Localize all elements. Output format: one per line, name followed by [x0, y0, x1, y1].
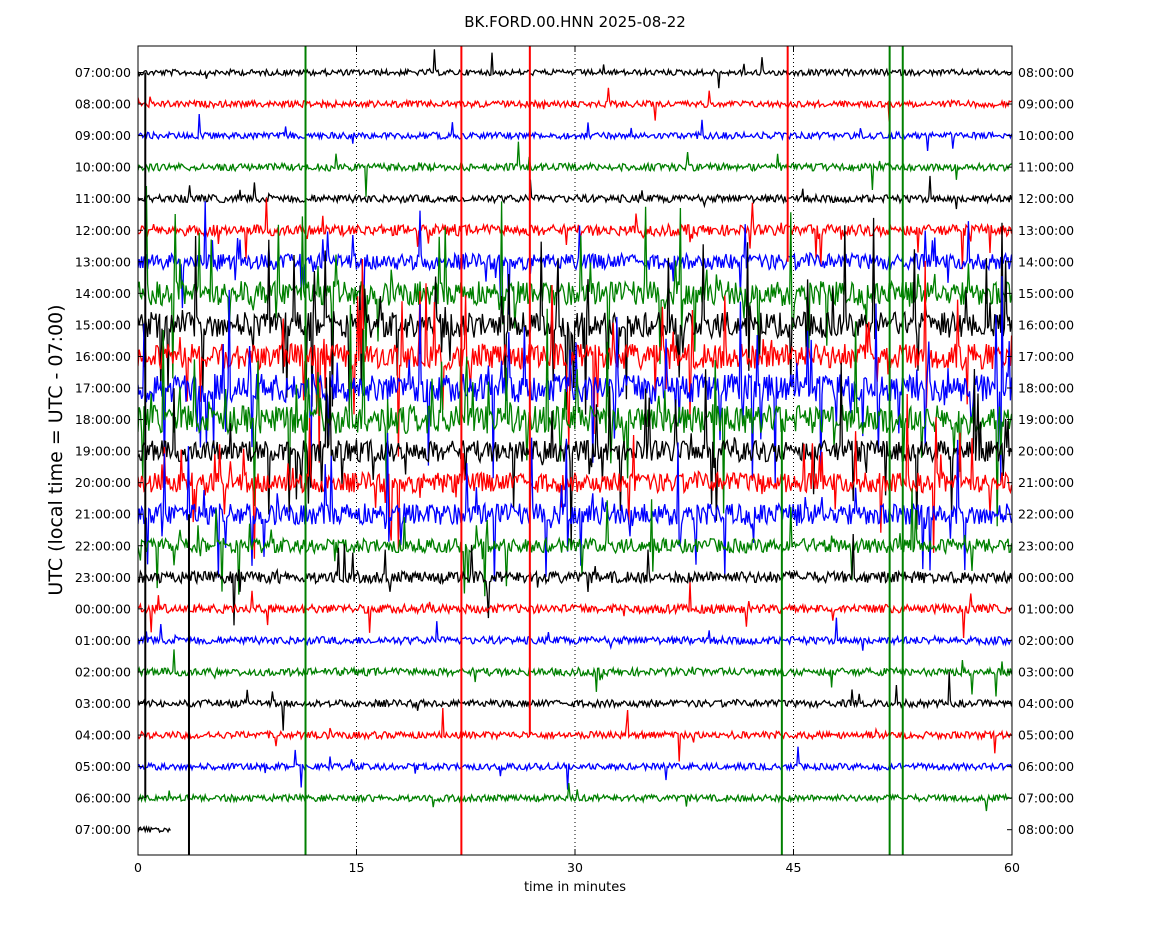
- x-tick-label: 30: [567, 860, 583, 875]
- left-time-label: 04:00:00: [75, 728, 131, 743]
- seismic-trace: [138, 304, 1012, 527]
- seismic-trace: [138, 707, 1012, 762]
- grid-group: [356, 46, 794, 855]
- seismic-trace: [138, 201, 1012, 322]
- right-time-label: 03:00:00: [1018, 664, 1074, 679]
- left-time-label: 10:00:00: [75, 160, 131, 175]
- left-time-label: 23:00:00: [75, 570, 131, 585]
- spike-group: [144, 46, 904, 855]
- x-tick-label: 15: [349, 860, 365, 875]
- y-axis-label: UTC (local time = UTC - 07:00): [45, 304, 67, 595]
- right-time-label: 05:00:00: [1018, 728, 1074, 743]
- right-time-label: 01:00:00: [1018, 601, 1074, 616]
- left-time-label: 09:00:00: [75, 128, 131, 143]
- left-time-label: 00:00:00: [75, 601, 131, 616]
- left-time-label: 15:00:00: [75, 317, 131, 332]
- seismic-trace: [138, 533, 1012, 626]
- right-time-label: 08:00:00: [1018, 822, 1074, 837]
- left-time-label: 08:00:00: [75, 97, 131, 112]
- left-time-label: 12:00:00: [75, 223, 131, 238]
- right-time-label: 13:00:00: [1018, 223, 1074, 238]
- x-tick-label: 60: [1004, 860, 1020, 875]
- right-time-label: 02:00:00: [1018, 633, 1074, 648]
- left-time-label: 16:00:00: [75, 349, 131, 364]
- seismic-trace: [138, 175, 1012, 210]
- right-time-label: 23:00:00: [1018, 538, 1074, 553]
- right-time-label: 14:00:00: [1018, 254, 1074, 269]
- right-time-labels: 08:00:00 09:00:00 10:00:00 11:00:00 12:00:00…: [1007, 65, 1074, 837]
- right-time-label: 18:00:00: [1018, 381, 1074, 396]
- seismic-trace: [138, 87, 1012, 122]
- chart-title: BK.FORD.00.HNN 2025-08-22: [464, 13, 686, 31]
- left-time-label: 07:00:00: [75, 65, 131, 80]
- seismic-trace: [138, 49, 1012, 89]
- left-time-label: 11:00:00: [75, 191, 131, 206]
- left-time-label: 02:00:00: [75, 664, 131, 679]
- right-time-label: 17:00:00: [1018, 349, 1074, 364]
- left-time-label: 01:00:00: [75, 633, 131, 648]
- right-time-label: 04:00:00: [1018, 696, 1074, 711]
- seismic-trace: [138, 671, 1012, 731]
- left-time-label: 17:00:00: [75, 381, 131, 396]
- seismic-trace: [138, 113, 1012, 152]
- seismic-trace: [138, 783, 1012, 812]
- left-time-label: 19:00:00: [75, 444, 131, 459]
- right-time-label: 11:00:00: [1018, 160, 1074, 175]
- left-time-label: 21:00:00: [75, 507, 131, 522]
- right-time-label: 12:00:00: [1018, 191, 1074, 206]
- x-tick-label: 45: [786, 860, 802, 875]
- right-time-label: 06:00:00: [1018, 759, 1074, 774]
- right-time-label: 08:00:00: [1018, 65, 1074, 80]
- x-axis-ticks: 0 15 30 45 60: [134, 46, 1020, 875]
- right-time-label: 15:00:00: [1018, 286, 1074, 301]
- left-time-label: 14:00:00: [75, 286, 131, 301]
- right-time-label: 21:00:00: [1018, 475, 1074, 490]
- right-time-label: 07:00:00: [1018, 791, 1074, 806]
- left-time-labels: 07:00:00 08:00:00 09:00:00 10:00:00 11:00:00…: [75, 65, 143, 837]
- seismic-trace: [138, 141, 1012, 197]
- seismic-trace: [138, 217, 1012, 415]
- seismic-trace: [138, 582, 1012, 639]
- seismic-trace: [138, 258, 1012, 463]
- left-time-label: 07:00:00: [75, 822, 131, 837]
- trace-group: [138, 49, 1012, 834]
- seismic-trace: [138, 393, 1012, 559]
- left-time-label: 05:00:00: [75, 759, 131, 774]
- right-time-label: 00:00:00: [1018, 570, 1074, 585]
- right-time-label: 10:00:00: [1018, 128, 1074, 143]
- seismic-trace: [138, 649, 1012, 697]
- x-axis-label: time in minutes: [524, 880, 626, 895]
- seismic-trace: [138, 197, 1012, 270]
- left-time-label: 20:00:00: [75, 475, 131, 490]
- right-time-label: 19:00:00: [1018, 412, 1074, 427]
- left-time-label: 13:00:00: [75, 254, 131, 269]
- x-tick-label: 0: [134, 860, 142, 875]
- left-time-label: 06:00:00: [75, 791, 131, 806]
- left-time-label: 22:00:00: [75, 538, 131, 553]
- right-time-label: 16:00:00: [1018, 317, 1074, 332]
- right-time-label: 20:00:00: [1018, 444, 1074, 459]
- left-time-label: 18:00:00: [75, 412, 131, 427]
- right-time-label: 22:00:00: [1018, 507, 1074, 522]
- seismic-trace: [138, 746, 1012, 790]
- right-time-label: 09:00:00: [1018, 97, 1074, 112]
- left-time-label: 03:00:00: [75, 696, 131, 711]
- seismic-trace: [138, 276, 1012, 488]
- seismic-trace: [138, 488, 1012, 597]
- seismic-trace: [138, 432, 1012, 582]
- seismic-trace: [138, 617, 1012, 651]
- seismic-trace: [138, 362, 1012, 546]
